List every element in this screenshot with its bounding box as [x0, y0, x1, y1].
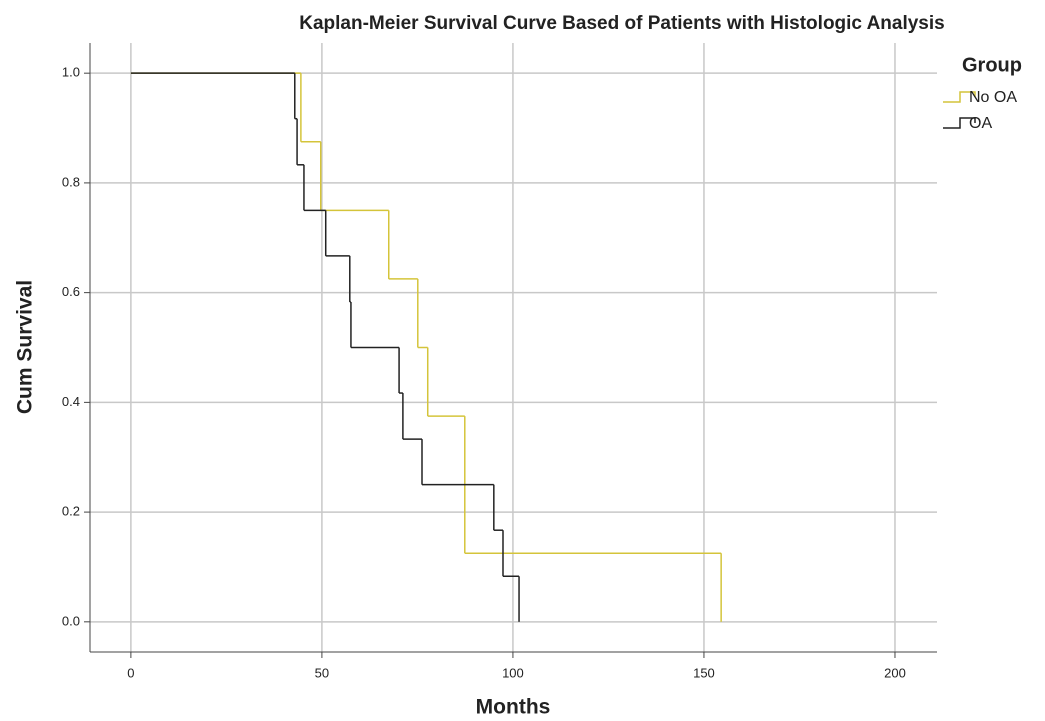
legend-label: No OA	[969, 89, 1017, 106]
legend-swatch	[943, 117, 976, 129]
y-tick-label: 0.4	[62, 394, 80, 409]
x-tick-label: 50	[315, 665, 329, 680]
x-tick-label: 150	[693, 665, 715, 680]
y-axis-label: Cum Survival	[14, 280, 37, 414]
legend-swatch	[943, 91, 976, 103]
y-tick-label: 1.0	[62, 65, 80, 80]
x-tick-label: 100	[502, 665, 524, 680]
chart-title: Kaplan-Meier Survival Curve Based of Pat…	[299, 13, 944, 34]
x-tick-label: 200	[884, 665, 906, 680]
y-tick-label: 0.6	[62, 284, 80, 299]
x-axis-label: Months	[476, 696, 551, 719]
y-tick-label: 0.8	[62, 174, 80, 189]
legend-label: OA	[969, 115, 992, 132]
y-tick-label: 0.2	[62, 504, 80, 519]
x-tick-label: 0	[127, 665, 134, 680]
legend-title: Group	[962, 54, 1022, 76]
y-tick-label: 0.0	[62, 613, 80, 628]
